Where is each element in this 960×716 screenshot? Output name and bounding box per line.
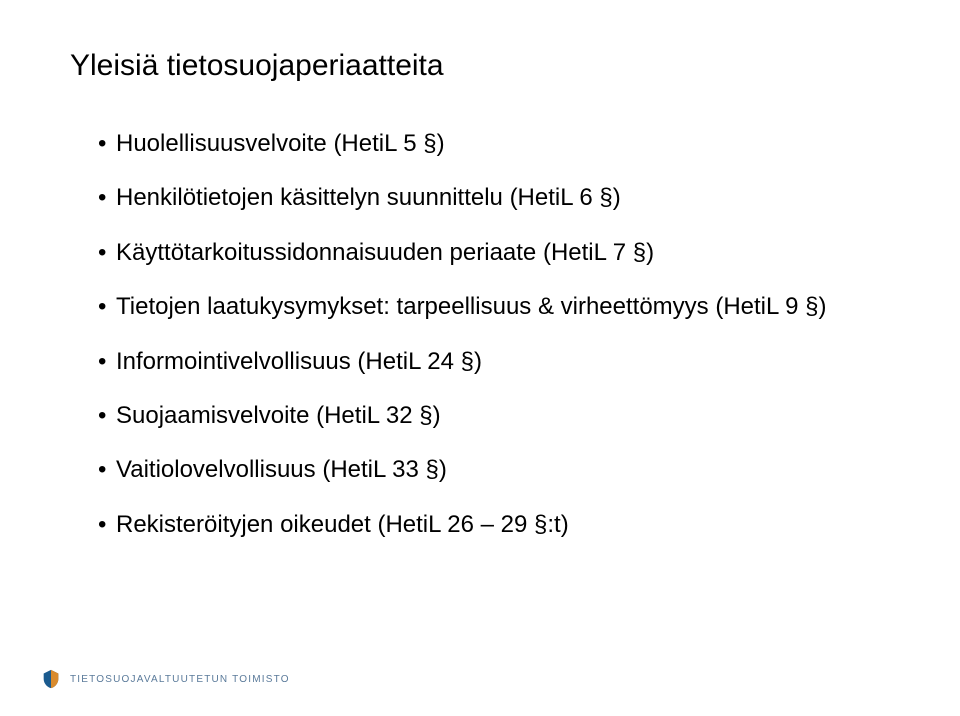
bullet-item: Käyttötarkoitussidonnaisuuden periaate (… [98,237,890,269]
bullet-item: Vaitiolovelvollisuus (HetiL 33 §) [98,454,890,486]
bullet-item: Informointivelvollisuus (HetiL 24 §) [98,346,890,378]
bullet-list: Huolellisuusvelvoite (HetiL 5 §) Henkilö… [70,128,890,541]
bullet-item: Huolellisuusvelvoite (HetiL 5 §) [98,128,890,160]
slide-title: Yleisiä tietosuojaperiaatteita [70,48,890,84]
bullet-item: Tietojen laatukysymykset: tarpeellisuus … [98,291,890,323]
bullet-item: Suojaamisvelvoite (HetiL 32 §) [98,400,890,432]
footer-label: TIETOSUOJAVALTUUTETUN TOIMISTO [70,674,290,685]
slide: Yleisiä tietosuojaperiaatteita Huolellis… [0,0,960,716]
bullet-item: Rekisteröityjen oikeudet (HetiL 26 – 29 … [98,509,890,541]
footer: TIETOSUOJAVALTUUTETUN TOIMISTO [40,668,290,690]
logo-icon [40,668,62,690]
bullet-item: Henkilötietojen käsittelyn suunnittelu (… [98,182,890,214]
